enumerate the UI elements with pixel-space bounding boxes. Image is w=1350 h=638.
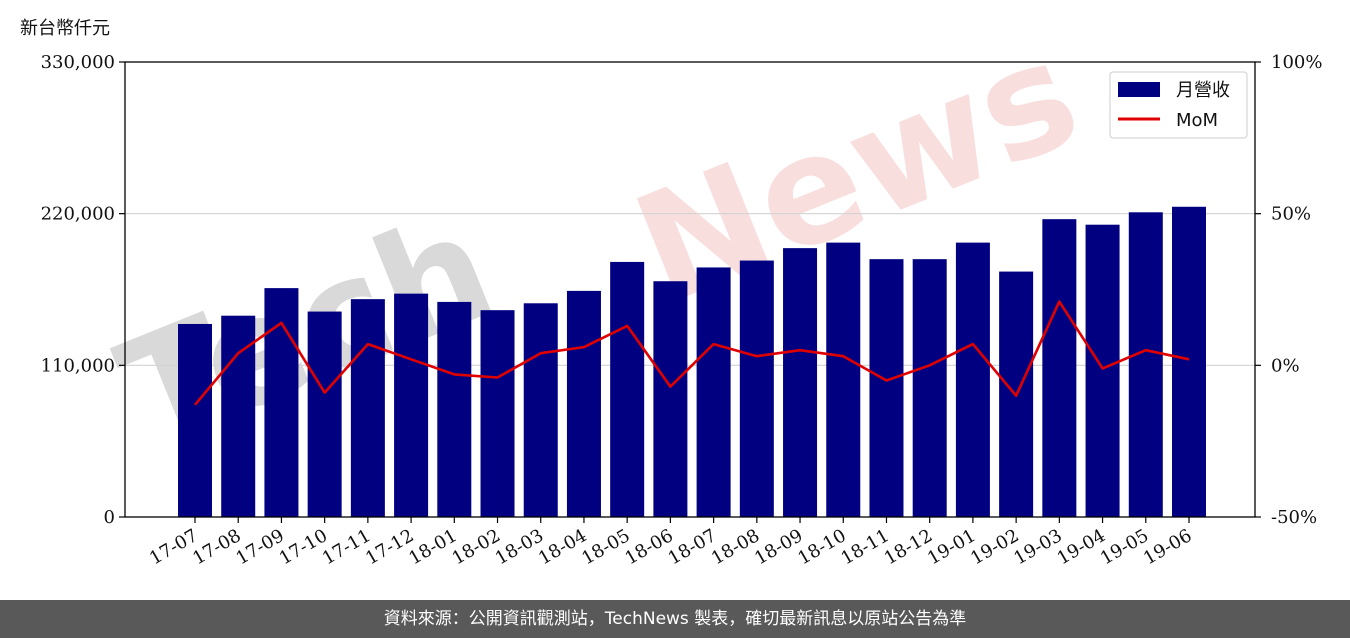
x-tick-label: 18-10 bbox=[794, 525, 849, 569]
revenue-bar bbox=[480, 310, 515, 517]
revenue-bar bbox=[1085, 224, 1120, 518]
revenue-bar bbox=[221, 315, 256, 517]
legend-mom-label: MoM bbox=[1176, 110, 1218, 131]
revenue-bar bbox=[264, 288, 299, 517]
revenue-bar bbox=[307, 311, 342, 517]
revenue-bar bbox=[394, 293, 429, 517]
x-tick-label: 17-07 bbox=[146, 525, 201, 569]
x-tick-label: 17-08 bbox=[189, 525, 244, 569]
left-tick-label: 220,000 bbox=[41, 204, 115, 225]
left-tick-label: 0 bbox=[104, 507, 115, 528]
x-tick-label: 18-02 bbox=[449, 525, 504, 569]
left-y-axis: 0 110,000 220,000 330,000 bbox=[41, 52, 125, 528]
revenue-bar bbox=[1172, 206, 1206, 518]
revenue-bar bbox=[826, 242, 861, 517]
x-tick-label: 18-04 bbox=[535, 525, 590, 569]
revenue-bar bbox=[523, 303, 558, 517]
x-tick-label: 17-11 bbox=[319, 525, 374, 569]
x-tick-label: 18-07 bbox=[665, 525, 720, 569]
x-tick-label: 18-11 bbox=[838, 525, 893, 569]
revenue-bar bbox=[955, 242, 990, 517]
plot-frame bbox=[124, 61, 1256, 518]
x-tick-label: 19-06 bbox=[1140, 525, 1195, 569]
revenue-bars bbox=[178, 206, 1206, 518]
legend-bar-swatch bbox=[1118, 82, 1160, 97]
revenue-bar bbox=[178, 323, 212, 517]
left-tick-label: 110,000 bbox=[41, 355, 115, 376]
x-tick-label: 19-03 bbox=[1010, 525, 1065, 569]
revenue-bar bbox=[437, 301, 472, 517]
revenue-bar bbox=[696, 267, 731, 517]
x-tick-label: 18-08 bbox=[708, 525, 763, 569]
right-tick-label: 50% bbox=[1271, 204, 1311, 225]
revenue-bar bbox=[566, 290, 601, 517]
x-tick-label: 19-05 bbox=[1097, 525, 1152, 569]
x-tick-label: 18-03 bbox=[492, 525, 547, 569]
x-tick-label: 19-04 bbox=[1054, 525, 1109, 569]
revenue-bar bbox=[610, 261, 645, 517]
x-tick-label: 18-01 bbox=[405, 525, 460, 569]
revenue-bar bbox=[1042, 219, 1077, 517]
revenue-bar bbox=[783, 248, 818, 518]
left-tick-label: 330,000 bbox=[41, 52, 115, 73]
x-tick-label: 17-12 bbox=[362, 525, 417, 569]
revenue-bar bbox=[1128, 212, 1163, 517]
revenue-bar bbox=[869, 259, 904, 517]
y-axis-unit-label: 新台幣仟元 bbox=[20, 18, 110, 39]
x-tick-label: 18-06 bbox=[621, 525, 676, 569]
revenue-bar bbox=[653, 281, 688, 517]
right-tick-label: 100% bbox=[1271, 52, 1322, 73]
mom-line bbox=[194, 300, 1190, 406]
x-tick-label: 17-10 bbox=[276, 525, 331, 569]
x-tick-label: 17-09 bbox=[232, 525, 287, 569]
legend-revenue-label: 月營收 bbox=[1176, 80, 1230, 101]
legend: 月營收 MoM bbox=[1109, 71, 1248, 139]
x-axis: 17-0717-0817-0917-1017-1117-1218-0118-02… bbox=[146, 517, 1196, 569]
mom-line-layer bbox=[194, 300, 1190, 406]
x-tick-label: 18-12 bbox=[881, 525, 936, 569]
revenue-bar bbox=[739, 260, 774, 517]
right-tick-label: 0% bbox=[1271, 355, 1300, 376]
x-tick-label: 19-02 bbox=[967, 525, 1022, 569]
x-tick-label: 18-05 bbox=[578, 525, 633, 569]
revenue-bar bbox=[350, 299, 385, 517]
right-tick-label: -50% bbox=[1271, 507, 1317, 528]
right-y-axis: -50% 0% 50% 100% bbox=[1255, 52, 1322, 528]
revenue-bar bbox=[912, 259, 947, 517]
x-tick-label: 19-01 bbox=[924, 525, 979, 569]
x-tick-label: 18-09 bbox=[751, 525, 806, 569]
source-footer: 資料來源：公開資訊觀測站，TechNews 製表，確切最新訊息以原站公告為準 bbox=[0, 600, 1350, 638]
